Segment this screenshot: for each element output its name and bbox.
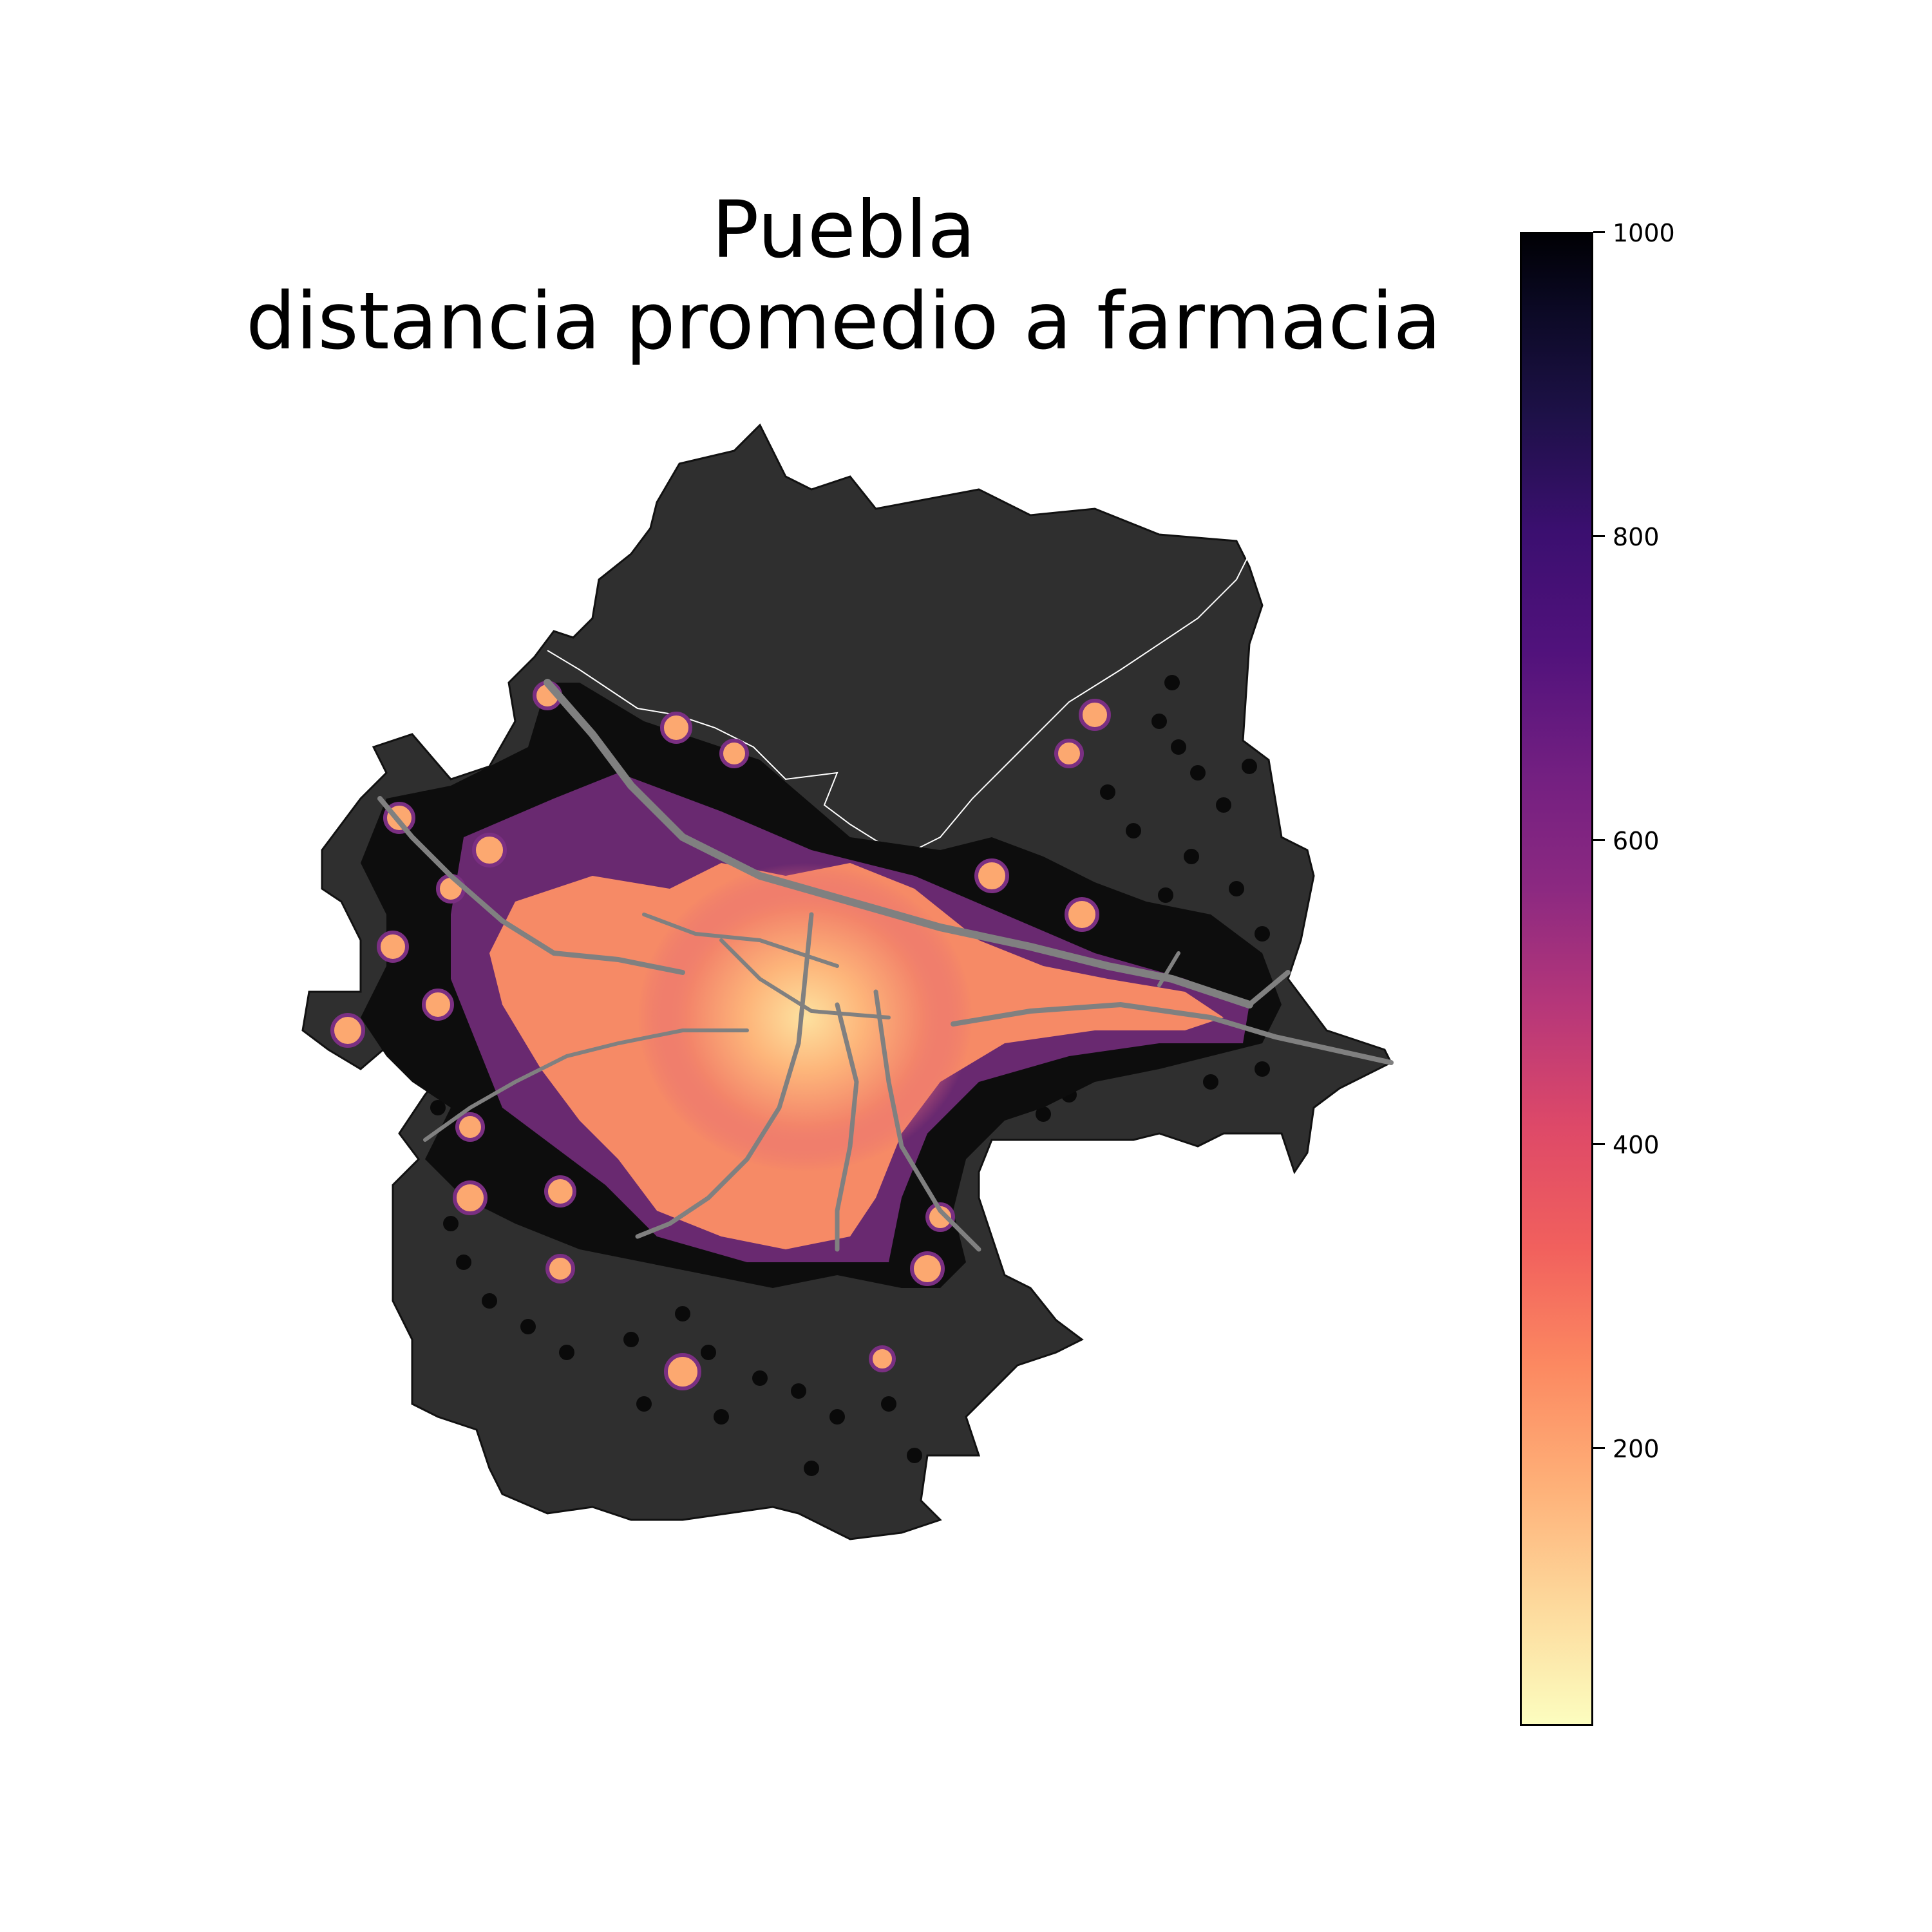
- colorbar-tick-label-400: 400: [1613, 1131, 1660, 1159]
- colorbar-tick-800: [1593, 535, 1605, 537]
- chart-title-line-1: Puebla: [712, 184, 976, 276]
- colorbar-tick-1000: [1593, 231, 1605, 233]
- road-network: [377, 679, 1394, 1252]
- colorbar-tick-600: [1593, 839, 1605, 841]
- colorbar-tick-label-1000: 1000: [1613, 219, 1675, 247]
- colorbar-tick-400: [1593, 1143, 1605, 1145]
- chart-title-line-2: distancia promedio a farmacia: [245, 276, 1442, 367]
- colorbar-tick-label-200: 200: [1613, 1435, 1660, 1463]
- colorbar-tick-label-600: 600: [1613, 827, 1660, 855]
- colorbar-tick-200: [1593, 1447, 1605, 1449]
- colorbar: [1520, 232, 1593, 1726]
- colorbar-tick-label-800: 800: [1613, 523, 1660, 551]
- center-heat: [638, 863, 972, 1172]
